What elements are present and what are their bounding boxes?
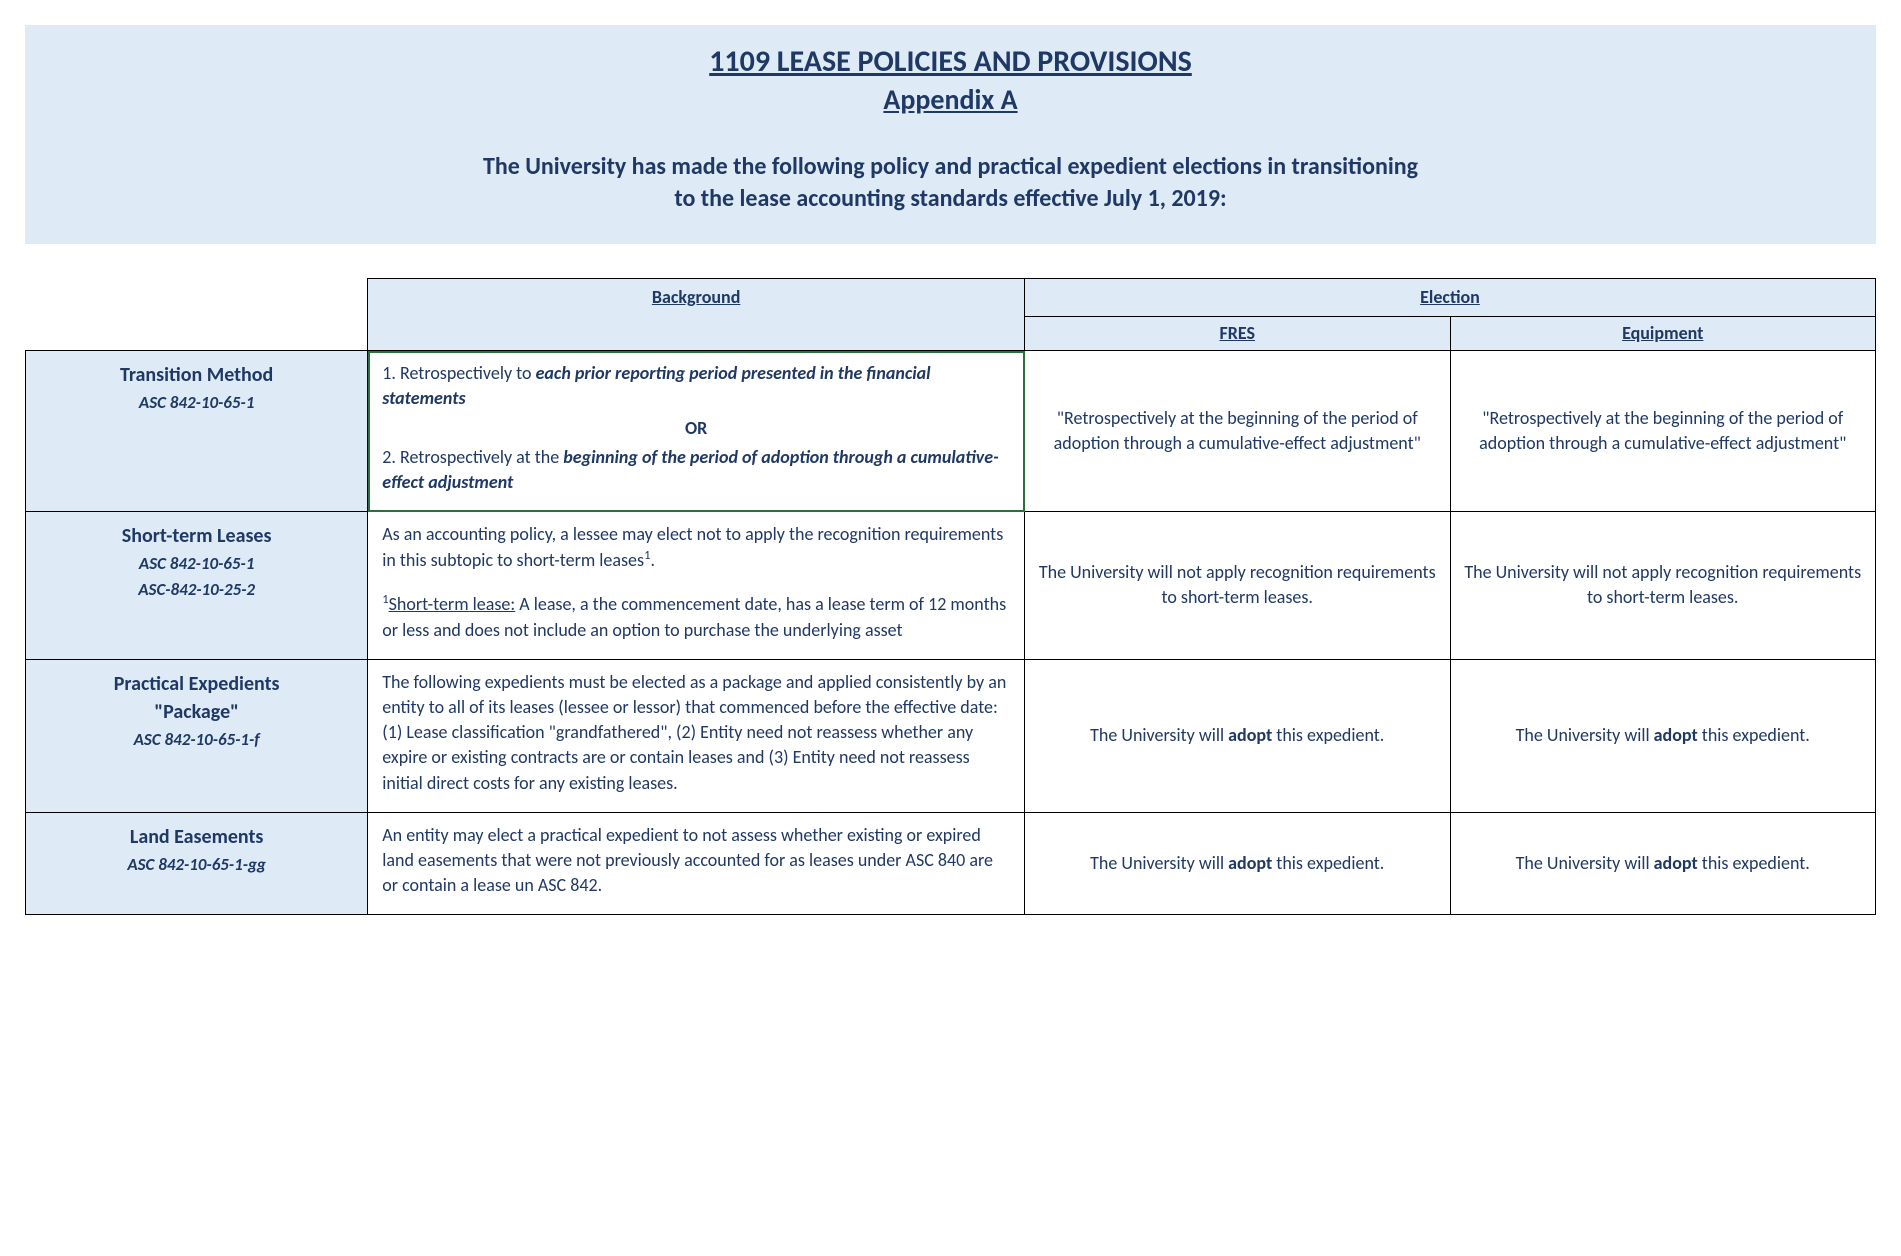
equip-bold: adopt [1654,852,1698,874]
row-title: Transition Method [36,361,357,389]
fres-cell: "Retrospectively at the beginning of the… [1025,351,1451,512]
header-empty [26,278,368,350]
equipment-cell: The University will not apply recognitio… [1450,512,1876,660]
bg-para1a: As an accounting policy, a lessee may el… [382,523,1003,571]
background-cell: 1. Retrospectively to each prior reporti… [368,351,1025,512]
row-title: Short-term Leases [36,522,357,550]
fres-pre: The University will [1090,724,1228,746]
table-row: Short-term Leases ASC 842-10-65-1 ASC-84… [26,512,1876,660]
background-cell: An entity may elect a practical expedien… [368,812,1025,915]
row-ref: ASC 842-10-65-1-gg [36,853,357,877]
equip-post: this expedient. [1698,852,1810,874]
row-header-package: Practical Expedients "Package" ASC 842-1… [26,659,368,812]
intro-text: The University has made the following po… [55,151,1846,216]
equip-bold: adopt [1654,724,1698,746]
fres-cell: The University will adopt this expedient… [1025,812,1451,915]
bg-text: The following expedients must be elected… [382,671,1006,794]
table-row: Land Easements ASC 842-10-65-1-gg An ent… [26,812,1876,915]
row-title: Land Easements [36,823,357,851]
fres-post: this expedient. [1272,852,1384,874]
fres-cell: The University will not apply recognitio… [1025,512,1451,660]
row-title-line1: Practical Expedients [36,670,357,698]
row-title-line2: "Package" [36,698,357,726]
row-ref: ASC 842-10-65-1-f [36,728,357,752]
row-ref: ASC-842-10-25-2 [36,578,357,602]
document-title: 1109 LEASE POLICIES AND PROVISIONS [55,43,1846,80]
fres-pre: The University will [1090,852,1228,874]
intro-line-2: to the lease accounting standards effect… [674,184,1226,213]
row-header-short-term: Short-term Leases ASC 842-10-65-1 ASC-84… [26,512,368,660]
bg-foot-label: Short-term lease: [389,593,516,615]
col-header-fres: FRES [1025,316,1451,350]
policy-table: Background Election FRES Equipment Trans… [25,278,1876,916]
policy-table-wrap: Background Election FRES Equipment Trans… [25,278,1876,916]
table-row: Transition Method ASC 842-10-65-1 1. Ret… [26,351,1876,512]
col-header-election: Election [1025,278,1876,316]
bg-para1b: . [650,549,655,571]
row-ref: ASC 842-10-65-1 [36,552,357,576]
row-ref: ASC 842-10-65-1 [36,391,357,415]
equip-pre: The University will [1516,724,1654,746]
row-header-land: Land Easements ASC 842-10-65-1-gg [26,812,368,915]
background-cell: The following expedients must be elected… [368,659,1025,812]
table-row: Practical Expedients "Package" ASC 842-1… [26,659,1876,812]
equip-pre: The University will [1516,852,1654,874]
fres-bold: adopt [1228,724,1272,746]
background-cell: As an accounting policy, a lessee may el… [368,512,1025,660]
table-header-row-1: Background Election [26,278,1876,316]
bg-item1-lead: 1. Retrospectively to [382,362,535,384]
col-header-background: Background [368,278,1025,350]
equipment-cell: The University will adopt this expedient… [1450,659,1876,812]
fres-post: this expedient. [1272,724,1384,746]
appendix-label: Appendix A [55,82,1846,117]
fres-cell: The University will adopt this expedient… [1025,659,1451,812]
equipment-cell: "Retrospectively at the beginning of the… [1450,351,1876,512]
bg-text: An entity may elect a practical expedien… [382,824,993,896]
fres-bold: adopt [1228,852,1272,874]
col-header-equipment: Equipment [1450,316,1876,350]
row-header-transition: Transition Method ASC 842-10-65-1 [26,351,368,512]
bg-or: OR [382,416,1010,441]
intro-line-1: The University has made the following po… [483,152,1418,181]
equipment-cell: The University will adopt this expedient… [1450,812,1876,915]
equip-post: this expedient. [1698,724,1810,746]
bg-item2-lead: 2. Retrospectively at the [382,446,563,468]
header-band: 1109 LEASE POLICIES AND PROVISIONS Appen… [25,25,1876,244]
